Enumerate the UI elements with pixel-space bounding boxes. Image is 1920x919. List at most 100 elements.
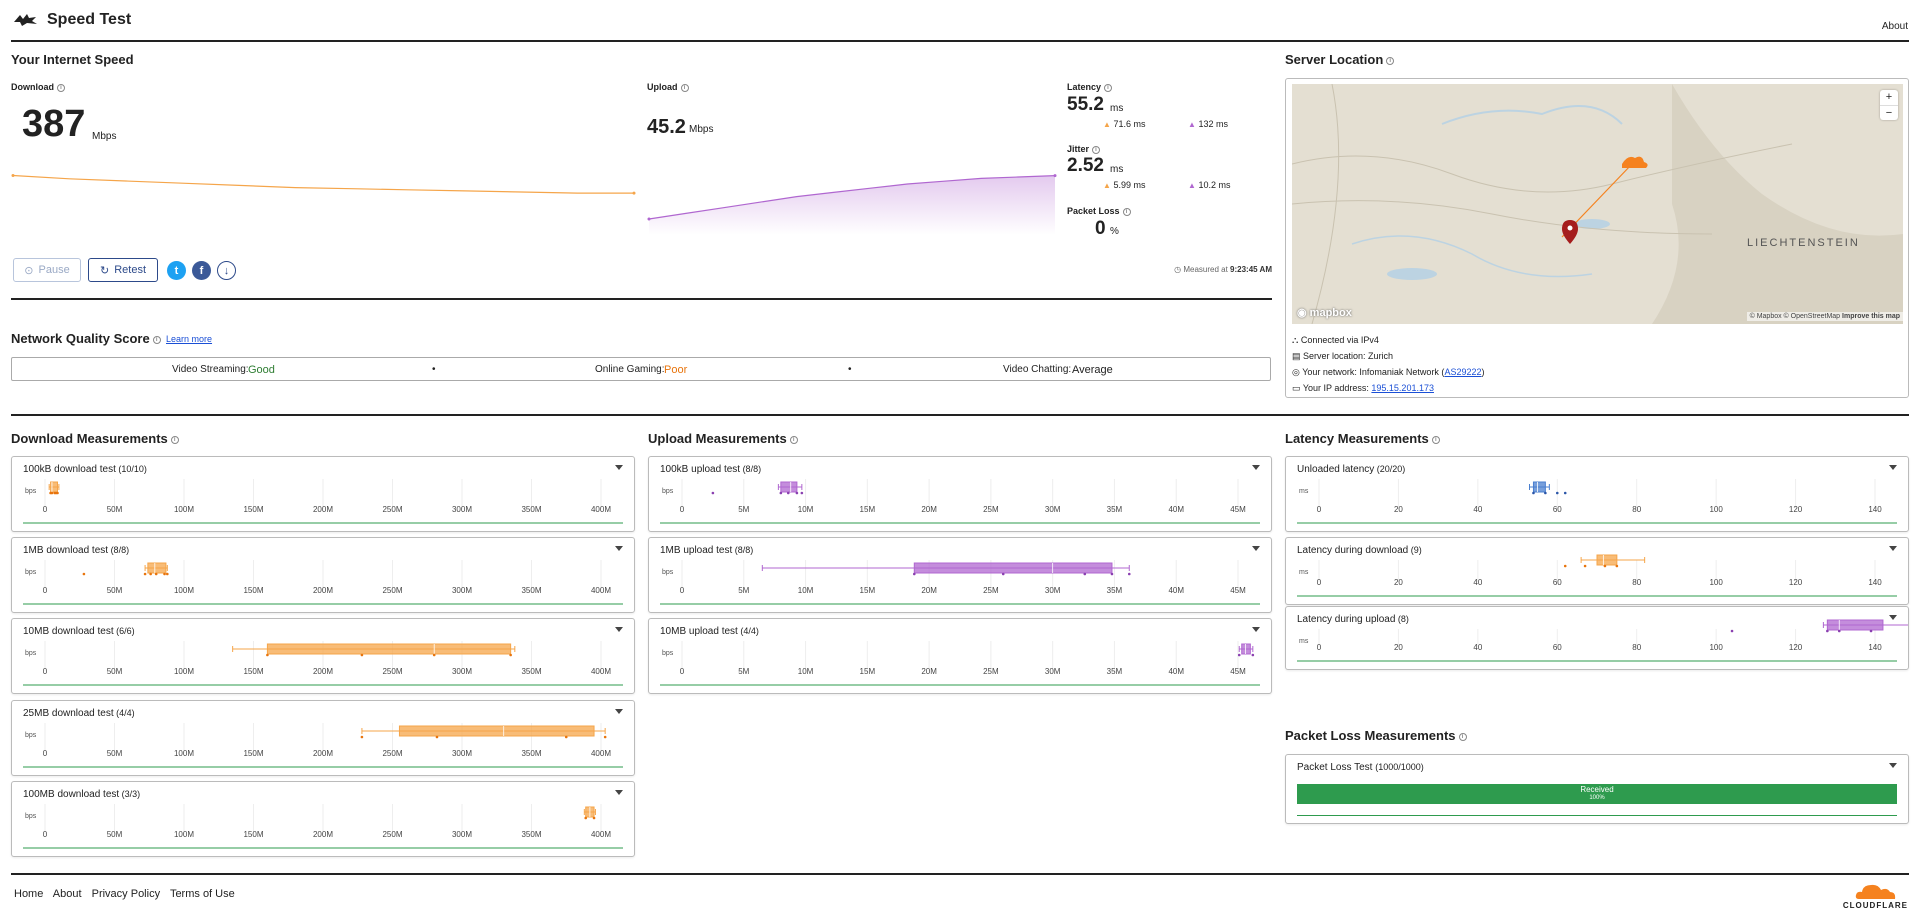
data-point	[1251, 653, 1255, 657]
latency-card-upload[interactable]: Latency during upload (8) ms 0 20 40 60 80 100 1…	[1285, 606, 1909, 670]
tick-label: 0	[680, 586, 685, 595]
tick-label: 0	[1317, 505, 1322, 514]
tick-label: 250M	[382, 586, 402, 595]
ip-card-icon: ▭	[1292, 383, 1301, 393]
chevron-down-icon[interactable]	[615, 465, 623, 470]
download-test-card-10mb[interactable]: 10MB download test (6/6) bps 0 50M 100M 150M 2…	[11, 618, 635, 694]
latency-card-download[interactable]: Latency during download (9) ms 0 20 40 60 80 10…	[1285, 537, 1909, 605]
data-point	[603, 735, 607, 739]
data-point	[163, 572, 166, 576]
data-point	[50, 491, 54, 495]
chevron-down-icon[interactable]	[615, 709, 623, 714]
tick-label: 10M	[798, 505, 814, 514]
tick-label: 15M	[860, 586, 876, 595]
improve-map-link[interactable]: Improve this map	[1842, 313, 1900, 320]
footer-home-link[interactable]: Home	[14, 888, 44, 900]
retest-button[interactable]: ↻ Retest	[88, 258, 158, 282]
footer-privacy-link[interactable]: Privacy Policy	[91, 888, 161, 900]
tick-label: 300M	[452, 667, 472, 676]
tick-label: 250M	[382, 505, 402, 514]
tick-label: 30M	[1045, 505, 1061, 514]
download-test-card-100kb[interactable]: 100kB download test (10/10) bps 0 50M 100M 15…	[11, 456, 635, 532]
box-plot: bps 0 50M 100M 150M 200M 250M 300M 350M 400M	[23, 479, 623, 524]
about-link[interactable]: About	[1881, 21, 1908, 32]
unit-label: ms	[1299, 569, 1309, 576]
facebook-share-icon[interactable]: f	[192, 261, 211, 280]
info-icon[interactable]: i	[170, 435, 179, 444]
chevron-down-icon[interactable]	[615, 546, 623, 551]
download-arrow-icon: ▲	[1103, 120, 1111, 129]
app-title: Speed Test	[47, 11, 132, 28]
tick-label: 350M	[521, 749, 541, 758]
chevron-down-icon[interactable]	[615, 627, 623, 632]
info-icon[interactable]: i	[57, 83, 65, 92]
data-point	[1555, 491, 1559, 495]
learn-more-link[interactable]: Learn more	[166, 334, 213, 344]
tick-label: 80	[1632, 505, 1641, 514]
chevron-down-icon[interactable]	[1889, 615, 1897, 620]
received-pct: 100%	[1589, 795, 1605, 801]
download-test-card-1mb[interactable]: 1MB download test (8/8) bps 0 50M 100M 150M 20…	[11, 537, 635, 613]
footer-terms-link[interactable]: Terms of Use	[169, 888, 235, 900]
footer-about-link[interactable]: About	[52, 888, 82, 900]
chevron-down-icon[interactable]	[1889, 465, 1897, 470]
card-count: (8)	[1395, 614, 1409, 624]
info-icon[interactable]: i	[789, 435, 798, 444]
info-icon[interactable]: i	[1104, 83, 1113, 92]
upload-label-text: Upload	[647, 82, 678, 92]
asn-link[interactable]: AS29222	[1444, 367, 1482, 377]
chevron-down-icon[interactable]	[1252, 465, 1260, 470]
info-icon[interactable]: i	[152, 335, 161, 344]
upload-measurements-text: Upload Measurements	[648, 431, 787, 446]
info-icon[interactable]: i	[1431, 435, 1440, 444]
tick-label: 60	[1553, 505, 1562, 514]
latency-value: 55.2	[1067, 94, 1104, 115]
ip-label: Your IP address:	[1302, 383, 1372, 393]
tick-label: 50M	[107, 505, 123, 514]
twitter-share-icon[interactable]: t	[167, 261, 186, 280]
tick-label: 200M	[313, 505, 333, 514]
upload-test-card-1mb[interactable]: 1MB upload test (8/8) bps 0 5M 10M 15M 20M 25M 3…	[648, 537, 1272, 613]
main-divider	[11, 414, 1909, 416]
download-measurements-title: Download Measurements i	[11, 431, 179, 446]
info-icon[interactable]: i	[680, 83, 689, 92]
chevron-down-icon[interactable]	[1252, 546, 1260, 551]
chevron-down-icon[interactable]	[1889, 546, 1897, 551]
tick-label: 35M	[1107, 667, 1123, 676]
network-row: ◎ Your network: Infomaniak Network (AS29…	[1292, 364, 1484, 380]
pause-button[interactable]: ⊙ Pause	[13, 258, 81, 282]
data-point	[1615, 564, 1619, 568]
server-map[interactable]: LIECHTENSTEIN + − ◉ mapbox © Mapbox © Op…	[1292, 84, 1903, 324]
speed-title: Your Internet Speed	[11, 52, 134, 67]
packet-loss-value: 0	[1095, 218, 1106, 239]
network-close: )	[1481, 367, 1485, 377]
nqs-title-text: Network Quality Score	[11, 331, 150, 346]
ip-link[interactable]: 195.15.201.173	[1371, 383, 1434, 393]
packet-loss-card[interactable]: Packet Loss Test (1000/1000) Received 10…	[1285, 754, 1909, 824]
tick-label: 20M	[921, 667, 937, 676]
info-icon[interactable]: i	[1122, 207, 1131, 216]
zoom-out-button[interactable]: −	[1880, 105, 1898, 121]
chevron-down-icon[interactable]	[615, 790, 623, 795]
upload-test-card-10mb[interactable]: 10MB upload test (4/4) bps 0 5M 10M 15M 20M 25M…	[648, 618, 1272, 694]
card-title-text: 10MB download test	[23, 626, 114, 637]
info-icon[interactable]: i	[1458, 732, 1467, 741]
data-point	[432, 653, 436, 657]
info-icon[interactable]: i	[1092, 145, 1101, 154]
info-icon[interactable]: i	[1386, 56, 1395, 65]
mapbox-text: mapbox	[1309, 307, 1352, 319]
card-title: 10MB download test (6/6)	[23, 626, 135, 637]
download-test-card-25mb[interactable]: 25MB download test (4/4) bps 0 50M 100M 150M 2…	[11, 700, 635, 776]
card-title: Latency during download (9)	[1297, 545, 1422, 556]
download-test-card-100mb[interactable]: 100MB download test (3/3) bps 0 50M 100M 150M…	[11, 781, 635, 857]
chevron-down-icon[interactable]	[1252, 627, 1260, 632]
upload-test-card-100kb[interactable]: 100kB upload test (8/8) bps 0 5M 10M 15M 20M 25…	[648, 456, 1272, 532]
packet-loss-label-text: Packet Loss	[1067, 206, 1120, 216]
download-results-icon[interactable]: ↓	[217, 261, 236, 280]
mapbox-icon: ◉	[1297, 307, 1307, 319]
latency-measurements-text: Latency Measurements	[1285, 431, 1429, 446]
chevron-down-icon[interactable]	[1889, 763, 1897, 768]
speed-title-text: Your Internet Speed	[11, 52, 134, 67]
zoom-in-button[interactable]: +	[1885, 91, 1893, 103]
latency-card-unloaded[interactable]: Unloaded latency (20/20) ms 0 20 40 60 80 100 12…	[1285, 456, 1909, 532]
